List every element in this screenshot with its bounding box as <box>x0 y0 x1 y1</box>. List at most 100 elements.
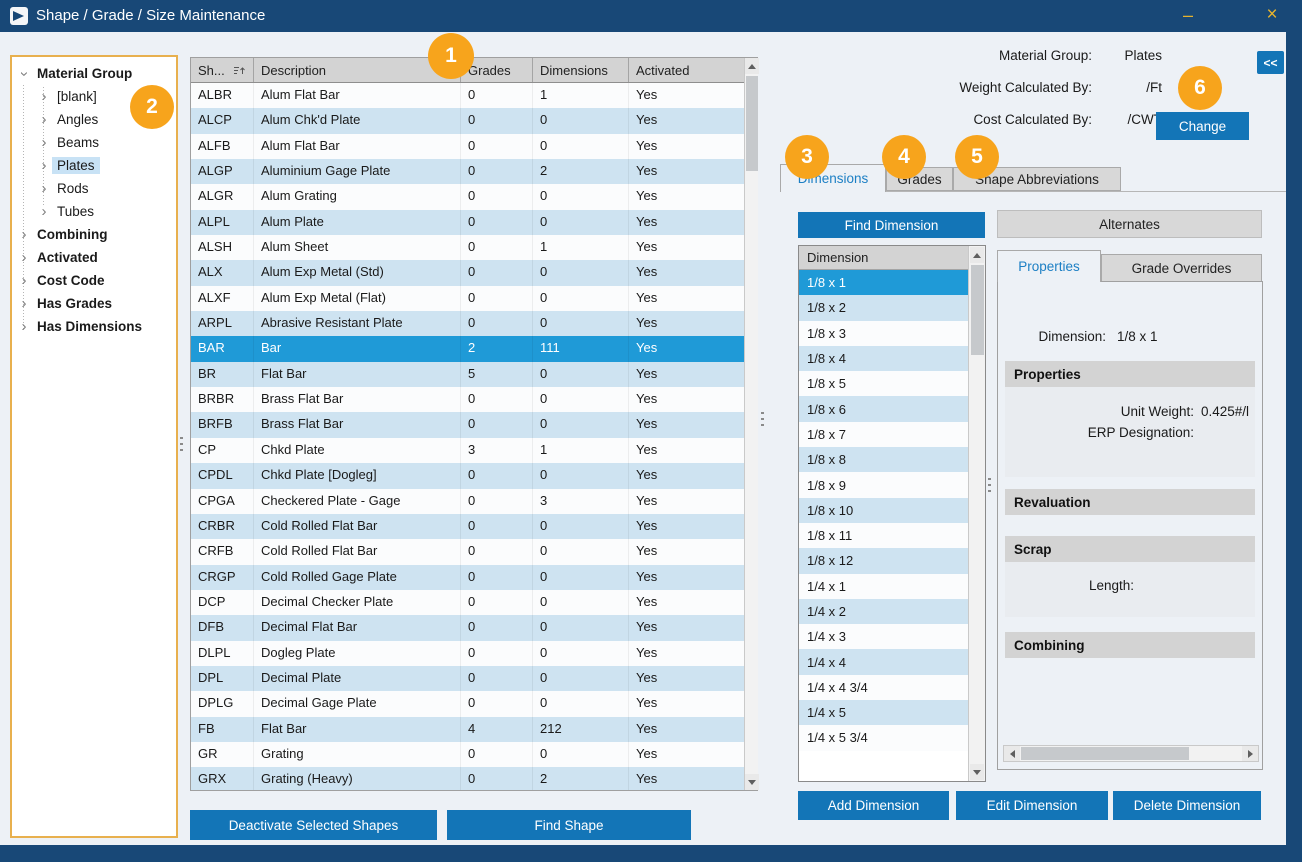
dimension-item-1-4-x-2[interactable]: 1/4 x 2 <box>799 598 968 625</box>
chevron-collapsed-icon[interactable]: › <box>21 248 27 266</box>
shape-row-gr[interactable]: GR Grating 0 0 Yes <box>191 741 744 768</box>
alternates-tab[interactable]: Alternates <box>997 210 1262 238</box>
scrollbar-thumb[interactable] <box>971 265 984 355</box>
scrollbar-thumb[interactable] <box>746 76 758 171</box>
shape-row-dpl[interactable]: DPL Decimal Plate 0 0 Yes <box>191 665 744 692</box>
change-button[interactable]: Change <box>1156 112 1249 140</box>
shape-row-cp[interactable]: CP Chkd Plate 3 1 Yes <box>191 437 744 464</box>
dimension-item-1-8-x-8[interactable]: 1/8 x 8 <box>799 447 968 473</box>
chevron-collapsed-icon[interactable]: › <box>41 87 47 105</box>
close-button[interactable]: × <box>1266 4 1278 25</box>
shape-row-dlpl[interactable]: DLPL Dogleg Plate 0 0 Yes <box>191 640 744 666</box>
shape-row-grx[interactable]: GRX Grating (Heavy) 0 2 Yes <box>191 767 744 790</box>
scrollbar-thumb[interactable] <box>1021 747 1189 760</box>
shape-row-alxf[interactable]: ALXF Alum Exp Metal (Flat) 0 0 Yes <box>191 285 744 312</box>
chevron-collapsed-icon[interactable]: › <box>41 156 47 174</box>
shape-row-bar[interactable]: BAR Bar 2 111 Yes <box>191 336 744 362</box>
dimension-item-1-4-x-5[interactable]: 1/4 x 5 <box>799 700 968 726</box>
collapse-panel-button[interactable]: << <box>1257 51 1284 74</box>
chevron-expanded-icon[interactable]: › <box>16 71 33 76</box>
dimension-item-1-8-x-11[interactable]: 1/8 x 11 <box>799 522 968 549</box>
chevron-collapsed-icon[interactable]: › <box>41 110 47 128</box>
dimension-item-1-8-x-3[interactable]: 1/8 x 3 <box>799 320 968 346</box>
shape-row-crbr[interactable]: CRBR Cold Rolled Flat Bar 0 0 Yes <box>191 513 744 540</box>
column-header-shape[interactable]: Sh... <box>191 58 254 82</box>
add-dimension-button[interactable]: Add Dimension <box>798 791 949 820</box>
column-header-dimensions[interactable]: Dimensions <box>533 58 629 82</box>
shape-row-brbr[interactable]: BRBR Brass Flat Bar 0 0 Yes <box>191 387 744 413</box>
shape-row-alx[interactable]: ALX Alum Exp Metal (Std) 0 0 Yes <box>191 260 744 286</box>
splitter-grip[interactable] <box>761 412 764 430</box>
tree-item-angles[interactable]: › Angles <box>32 108 176 131</box>
shape-row-arpl[interactable]: ARPL Abrasive Resistant Plate 0 0 Yes <box>191 311 744 337</box>
shape-row-crgp[interactable]: CRGP Cold Rolled Gage Plate 0 0 Yes <box>191 564 744 590</box>
subtab-properties[interactable]: Properties <box>997 250 1101 282</box>
tab-dimensions[interactable]: Dimensions <box>780 164 886 192</box>
tree-item-combining[interactable]: › Combining <box>12 223 176 246</box>
chevron-collapsed-icon[interactable]: › <box>21 225 27 243</box>
tree-item-has-dimensions[interactable]: › Has Dimensions <box>12 315 176 338</box>
deactivate-selected-shapes-button[interactable]: Deactivate Selected Shapes <box>190 810 437 840</box>
chevron-collapsed-icon[interactable]: › <box>21 317 27 335</box>
scroll-right-button[interactable] <box>1242 746 1258 761</box>
scroll-up-button[interactable] <box>745 58 759 74</box>
shape-row-brfb[interactable]: BRFB Brass Flat Bar 0 0 Yes <box>191 412 744 438</box>
tree-item-plates[interactable]: › Plates <box>32 154 176 177</box>
tree-item-blank[interactable]: › [blank] <box>32 85 176 108</box>
dimension-item-1-4-x-1[interactable]: 1/4 x 1 <box>799 573 968 599</box>
tree-item-rods[interactable]: › Rods <box>32 177 176 200</box>
shape-row-dplg[interactable]: DPLG Decimal Gage Plate 0 0 Yes <box>191 691 744 717</box>
splitter-grip[interactable] <box>180 437 183 455</box>
find-shape-button[interactable]: Find Shape <box>447 810 691 840</box>
shape-row-fb[interactable]: FB Flat Bar 4 212 Yes <box>191 716 744 742</box>
shape-row-dfb[interactable]: DFB Decimal Flat Bar 0 0 Yes <box>191 615 744 641</box>
tree-item-beams[interactable]: › Beams <box>32 131 176 154</box>
delete-dimension-button[interactable]: Delete Dimension <box>1113 791 1261 820</box>
shape-row-dcp[interactable]: DCP Decimal Checker Plate 0 0 Yes <box>191 589 744 616</box>
tree-item-cost-code[interactable]: › Cost Code <box>12 269 176 292</box>
chevron-collapsed-icon[interactable]: › <box>21 271 27 289</box>
subtab-grade-overrides[interactable]: Grade Overrides <box>1101 254 1262 282</box>
dimension-list-header[interactable]: Dimension <box>799 246 968 270</box>
chevron-collapsed-icon[interactable]: › <box>41 179 47 197</box>
find-dimension-button[interactable]: Find Dimension <box>798 212 985 238</box>
scroll-down-button[interactable] <box>745 774 759 790</box>
shape-row-alcp[interactable]: ALCP Alum Chk'd Plate 0 0 Yes <box>191 108 744 134</box>
shape-row-albr[interactable]: ALBR Alum Flat Bar 0 1 Yes <box>191 83 744 109</box>
dimension-item-1-8-x-10[interactable]: 1/8 x 10 <box>799 497 968 523</box>
splitter-grip[interactable] <box>988 478 991 496</box>
tab-shape-abbreviations[interactable]: Shape Abbreviations <box>953 167 1121 191</box>
dimension-item-1-8-x-6[interactable]: 1/8 x 6 <box>799 396 968 422</box>
scroll-down-button[interactable] <box>970 764 984 780</box>
dimension-item-1-8-x-9[interactable]: 1/8 x 9 <box>799 472 968 498</box>
minimize-button[interactable]: – <box>1182 5 1193 25</box>
edit-dimension-button[interactable]: Edit Dimension <box>956 791 1108 820</box>
dimension-item-1-4-x-4[interactable]: 1/4 x 4 <box>799 649 968 675</box>
column-header-activated[interactable]: Activated <box>636 62 690 78</box>
shape-row-algp[interactable]: ALGP Aluminium Gage Plate 0 2 Yes <box>191 159 744 185</box>
column-header-grades[interactable]: Grades <box>461 58 533 82</box>
tree-item-has-grades[interactable]: › Has Grades <box>12 292 176 315</box>
dimension-list-scrollbar[interactable] <box>968 246 985 781</box>
dimension-item-1-8-x-5[interactable]: 1/8 x 5 <box>799 371 968 397</box>
chevron-collapsed-icon[interactable]: › <box>41 202 47 220</box>
shape-row-alsh[interactable]: ALSH Alum Sheet 0 1 Yes <box>191 235 744 261</box>
dimension-item-1-4-x-3[interactable]: 1/4 x 3 <box>799 624 968 650</box>
tree-item-activated[interactable]: › Activated <box>12 246 176 269</box>
chevron-collapsed-icon[interactable]: › <box>41 133 47 151</box>
dimension-item-1-8-x-2[interactable]: 1/8 x 2 <box>799 295 968 321</box>
chevron-collapsed-icon[interactable]: › <box>21 294 27 312</box>
properties-horizontal-scrollbar[interactable] <box>1003 745 1259 762</box>
shape-row-algr[interactable]: ALGR Alum Grating 0 0 Yes <box>191 184 744 210</box>
tree-item-material-group[interactable]: › Material Group <box>12 62 176 85</box>
shape-row-alfb[interactable]: ALFB Alum Flat Bar 0 0 Yes <box>191 133 744 160</box>
tree-item-tubes[interactable]: › Tubes <box>32 200 176 223</box>
shape-row-crfb[interactable]: CRFB Cold Rolled Flat Bar 0 0 Yes <box>191 539 744 565</box>
dimension-item-1-8-x-1[interactable]: 1/8 x 1 <box>799 270 968 296</box>
shape-row-cpdl[interactable]: CPDL Chkd Plate [Dogleg] 0 0 Yes <box>191 463 744 489</box>
dimension-item-1-8-x-4[interactable]: 1/8 x 4 <box>799 345 968 372</box>
shape-table-scrollbar[interactable] <box>744 58 759 790</box>
dimension-item-1-8-x-7[interactable]: 1/8 x 7 <box>799 421 968 448</box>
shape-row-cpga[interactable]: CPGA Checkered Plate - Gage 0 3 Yes <box>191 488 744 514</box>
dimension-item-1-4-x-4-3-4[interactable]: 1/4 x 4 3/4 <box>799 674 968 701</box>
